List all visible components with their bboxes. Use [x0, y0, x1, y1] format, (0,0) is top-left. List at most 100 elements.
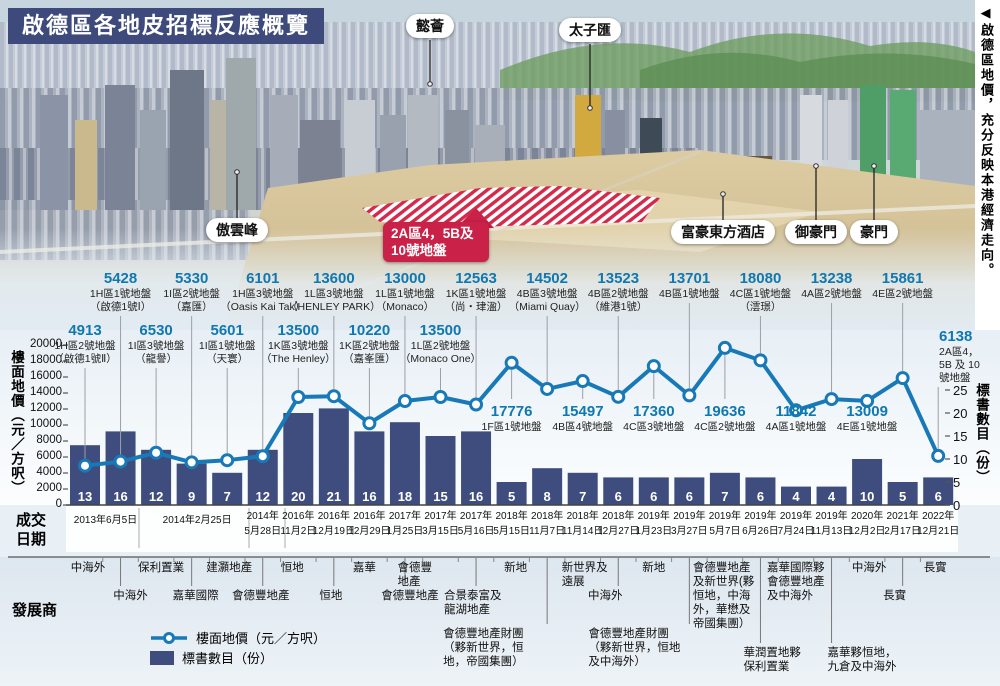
- right-axis-tick: 0: [953, 498, 961, 513]
- left-axis-tick: 10000: [30, 418, 62, 430]
- site-hatch-area: [362, 186, 660, 227]
- developer-label: 嘉華國際夥 會德豐地產 及中海外: [767, 562, 825, 602]
- bar-count-label: 4: [792, 489, 800, 504]
- price-marker: [717, 340, 732, 355]
- bar-legend-icon: [150, 650, 174, 665]
- bar-count-label: 4: [827, 489, 836, 504]
- date-label: 2014年 5月28日: [244, 511, 282, 537]
- red-site-callout-line2: 10號地盤: [391, 243, 447, 258]
- price-marker: [895, 371, 910, 386]
- date-label: 2017年 5月16日: [457, 511, 495, 537]
- developer-label: 長實: [923, 562, 947, 574]
- map-label-pill: 傲雲峰: [206, 218, 268, 242]
- developer-label: 合景泰富及 龍湖地產: [444, 590, 502, 616]
- map-label-pill: 太子匯: [559, 18, 621, 42]
- price-annotation: 11842 4A區1號地盤: [765, 403, 827, 433]
- price-annotation: 13500 1L區2號地盤 （Monaco One）: [399, 322, 482, 365]
- developer-label: 嘉華: [352, 562, 376, 574]
- price-marker: [433, 390, 448, 404]
- price-marker: [753, 353, 768, 368]
- tender-bar: [425, 436, 456, 505]
- price-annotation: 13523 4B區2號地盤 （維港1號）: [587, 270, 649, 313]
- developer-label: 中海外: [588, 590, 623, 602]
- price-annotation: 15497 4B區4號地盤: [552, 403, 614, 433]
- developer-label: 新地: [642, 562, 666, 574]
- bar-count-label: 15: [433, 489, 448, 504]
- bar-count-label: 12: [148, 489, 164, 504]
- left-axis-tick: 18000: [30, 354, 62, 366]
- developer-label: 保利置業: [138, 562, 185, 574]
- tender-bar: [176, 463, 207, 505]
- date-label: 2018年 5月15日: [493, 511, 530, 537]
- price-annotation: 14502 4B區3號地盤 （Miami Quay）: [508, 270, 586, 313]
- developer-label: 新世界及 遠展: [561, 562, 608, 588]
- tender-bar: [674, 477, 705, 505]
- developer-label: 會德豐地產 及新世界(夥 恒地，中海 外，華懋及 帝國集團）: [692, 562, 755, 630]
- date-label: 2014年2月25日: [162, 515, 232, 526]
- date-label: 2016年 11月2日: [280, 511, 317, 537]
- chart-canvas: [8, 303, 990, 643]
- map-label-pill: 御豪門: [785, 220, 847, 244]
- right-axis-tick: 25: [953, 383, 968, 398]
- photo-caption-vertical: ◀啟德區地價，充分反映本港經濟走向。: [979, 6, 994, 278]
- date-label: 2018年 11月14日: [561, 511, 604, 537]
- red-site-callout: 2A區4，5B及 10號地盤: [383, 222, 489, 262]
- developer-label: 恒地: [319, 590, 343, 602]
- price-annotation: 12563 1K區1號地盤 （尚・珒溋）: [444, 270, 508, 313]
- bar-count-label: 6: [934, 489, 942, 504]
- date-label: 2019年 6月26日: [742, 511, 779, 537]
- tender-bar: [283, 413, 314, 505]
- tender-bar: [354, 431, 385, 505]
- tender-bar: [318, 408, 349, 505]
- bar-count-label: 16: [468, 489, 484, 504]
- tender-bar: [781, 486, 811, 505]
- bar-count-label: 20: [291, 489, 306, 504]
- bar-count-label: 7: [579, 489, 587, 504]
- price-marker: [362, 416, 377, 431]
- date-label: 2017年 1月25日: [386, 511, 424, 537]
- price-marker: [504, 355, 519, 370]
- line-legend-icon: [151, 631, 187, 644]
- tender-bar: [461, 431, 492, 505]
- tender-bar: [887, 482, 918, 505]
- developer-label: 新地: [504, 562, 528, 574]
- bar-count-label: 12: [255, 489, 270, 504]
- price-marker: [540, 381, 555, 396]
- bar-count-label: 9: [188, 489, 196, 504]
- bar-count-label: 18: [397, 489, 413, 504]
- date-label: 2019年 1月23日: [635, 511, 673, 537]
- right-axis-tick: 5: [953, 475, 961, 490]
- price-annotation: 17776 1F區1號地盤: [481, 403, 542, 433]
- date-label: 2021年 2月17日: [884, 511, 921, 537]
- price-marker: [469, 397, 484, 412]
- price-marker: [291, 390, 306, 404]
- developer-label: 恒地: [280, 562, 304, 574]
- price-marker: [931, 448, 946, 463]
- price-annotation: 5330 1I區2號地盤 （嘉匯）: [163, 270, 220, 313]
- tender-bar: [603, 477, 634, 505]
- developer-label: 嘉華夥恒地， 九倉及中海外: [827, 647, 897, 673]
- bar-count-label: 5: [507, 489, 516, 504]
- price-annotation: 5428 1H區1號地盤 （啟德1號Ⅰ）: [89, 270, 152, 313]
- bar-count-label: 8: [543, 489, 551, 504]
- bar-count-label: 21: [326, 489, 342, 504]
- price-annotation: 19636 4C區2號地盤: [694, 403, 756, 433]
- developer-label: 建灝地產: [206, 562, 253, 574]
- date-label: 2017年 3月15日: [422, 511, 459, 537]
- developer-panel-background: [0, 557, 1000, 686]
- price-marker: [113, 454, 128, 469]
- price-annotation: 6138 2A區4， 5B 及 10 號地盤: [939, 328, 980, 384]
- left-axis-tick: 4000: [36, 466, 62, 478]
- left-axis-tick: 6000: [36, 450, 62, 462]
- developer-heading: 發展商: [12, 602, 58, 619]
- left-axis-tick: 14000: [30, 386, 62, 398]
- tender-bar: [496, 482, 527, 505]
- right-axis-tick: 20: [953, 406, 968, 421]
- bar-count-label: 13: [77, 489, 93, 504]
- date-label: 2019年 5月7日: [708, 511, 742, 537]
- legend-bar: 標書數目（份）: [150, 648, 273, 667]
- developer-label: 會德豐地產財團 （夥新世界，恒 地，帝國集團）: [443, 628, 524, 668]
- price-marker: [326, 389, 341, 404]
- bar-count-label: 6: [614, 489, 622, 504]
